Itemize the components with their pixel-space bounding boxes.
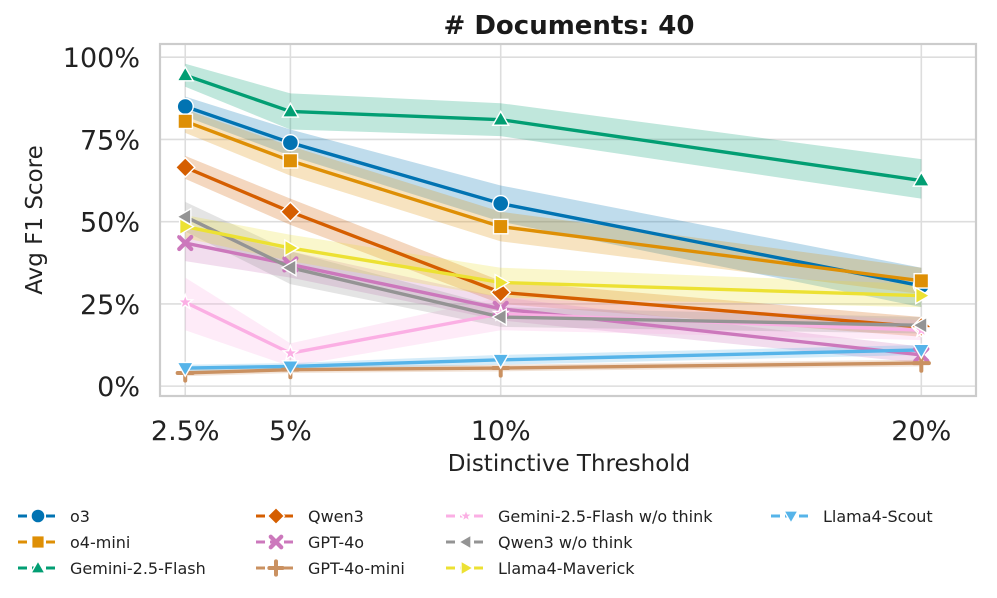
point-gemini-2-5-flash bbox=[281, 101, 300, 118]
point-gemini-2-5-flash-w-o-think bbox=[281, 343, 300, 362]
legend-label-qwen3: Qwen3 bbox=[308, 507, 364, 526]
legend-label-o4-mini: o4-mini bbox=[70, 533, 130, 552]
band-qwen3 bbox=[185, 155, 922, 337]
x-tick-label: 10% bbox=[471, 416, 531, 447]
y-tick-label: 25% bbox=[80, 290, 140, 321]
series-lines bbox=[184, 73, 922, 375]
point-o3 bbox=[492, 194, 510, 213]
band-llama4-maverick bbox=[185, 215, 922, 308]
y-tick-label: 100% bbox=[63, 43, 140, 74]
band-gpt-4o bbox=[185, 224, 922, 364]
point-o3 bbox=[176, 97, 194, 116]
legend-marker-gpt-4o-mini bbox=[267, 559, 285, 577]
point-gemini-2-5-flash bbox=[912, 170, 931, 187]
y-axis-label: Avg F1 Score bbox=[22, 145, 48, 295]
series-markers bbox=[174, 65, 932, 383]
point-llama4-maverick bbox=[494, 273, 511, 292]
legend-marker-qwen3-w-o-think bbox=[457, 533, 472, 551]
band-gemini-2-5-flash bbox=[185, 63, 922, 199]
legend-label-o3: o3 bbox=[70, 507, 90, 526]
point-o4-mini bbox=[282, 152, 299, 169]
band-o4-mini bbox=[185, 109, 922, 295]
point-llama4-maverick bbox=[915, 286, 931, 305]
line-llama4-scout bbox=[185, 348, 922, 370]
x-tick-label: 20% bbox=[891, 416, 951, 447]
line-qwen3 bbox=[184, 165, 922, 329]
legend-label-gpt-4o: GPT-4o bbox=[308, 533, 364, 552]
point-llama4-scout bbox=[912, 343, 931, 360]
x-axis-label: Distinctive Threshold bbox=[448, 451, 691, 477]
line-o4-mini bbox=[184, 119, 922, 283]
point-o4-mini bbox=[177, 113, 194, 130]
legend-marker-gpt-4o bbox=[268, 534, 284, 550]
point-o4-mini bbox=[913, 272, 930, 289]
point-gemini-2-5-flash-w-o-think bbox=[175, 292, 195, 311]
point-o3 bbox=[281, 133, 300, 152]
legend-label-llama4-scout: Llama4-Scout bbox=[823, 507, 933, 526]
legend: o3 o4-mini Gemini-2.5-Flash Qwen3 GPT-4o GPT-… bbox=[18, 506, 933, 578]
line-gpt-4o bbox=[184, 241, 922, 357]
point-llama4-maverick bbox=[178, 217, 195, 236]
chart-title: # Documents: 40 bbox=[444, 11, 695, 41]
legend-label-gemini-2-5-flash: Gemini-2.5-Flash bbox=[70, 559, 206, 578]
point-qwen3 bbox=[174, 156, 196, 178]
point-o4-mini bbox=[492, 218, 509, 235]
x-tick-label: 5% bbox=[269, 416, 312, 447]
point-gpt-4o bbox=[177, 234, 194, 252]
line-o3 bbox=[184, 104, 922, 288]
point-llama4-scout bbox=[176, 361, 195, 378]
line-llama4-maverick bbox=[184, 224, 922, 298]
point-qwen3-w-o-think bbox=[911, 316, 928, 335]
legend-marker-o4-mini bbox=[31, 535, 46, 550]
point-gemini-2-5-flash bbox=[491, 110, 510, 126]
band-o3 bbox=[185, 96, 922, 308]
legend-marker-gemini-2-5-flash-w-o-think bbox=[457, 507, 475, 524]
legend-marker-llama4-scout bbox=[782, 510, 800, 525]
legend-label-llama4-maverick: Llama4-Maverick bbox=[498, 559, 635, 578]
plot-frame bbox=[158, 42, 978, 398]
y-tick-label: 0% bbox=[97, 372, 140, 403]
line-gpt-4o-mini bbox=[185, 361, 922, 375]
legend-label-gpt-4o-mini: GPT-4o-mini bbox=[308, 559, 405, 578]
point-qwen3-w-o-think bbox=[491, 307, 507, 327]
legend-marker-o3 bbox=[30, 508, 46, 524]
y-tick-labels: 0% 25% 50% 75% 100% bbox=[63, 43, 140, 403]
legend-marker-qwen3 bbox=[266, 506, 286, 526]
point-llama4-maverick bbox=[284, 238, 300, 258]
x-tick-label: 2.5% bbox=[151, 416, 220, 447]
line-qwen3-w-o-think bbox=[184, 215, 922, 327]
legend-label-qwen3-w-o-think: Qwen3 w/o think bbox=[498, 533, 633, 552]
point-llama4-scout bbox=[281, 360, 300, 376]
y-tick-label: 75% bbox=[80, 125, 140, 156]
point-llama4-scout bbox=[491, 353, 510, 370]
y-tick-label: 50% bbox=[80, 208, 140, 239]
legend-marker-gemini-2-5-flash bbox=[29, 559, 47, 574]
band-gemini-2-5-flash-w-o-think bbox=[185, 277, 922, 367]
point-qwen3 bbox=[279, 201, 301, 223]
legend-label-gemini-2-5-flash-w-o-think: Gemini-2.5-Flash w/o think bbox=[498, 507, 713, 526]
x-tick-labels: 2.5% 5% 10% 20% bbox=[151, 416, 951, 447]
line-gemini-2-5-flash bbox=[184, 73, 922, 183]
point-gemini-2-5-flash bbox=[176, 65, 195, 82]
point-qwen3-w-o-think bbox=[280, 258, 297, 277]
legend-marker-llama4-maverick bbox=[460, 559, 475, 577]
